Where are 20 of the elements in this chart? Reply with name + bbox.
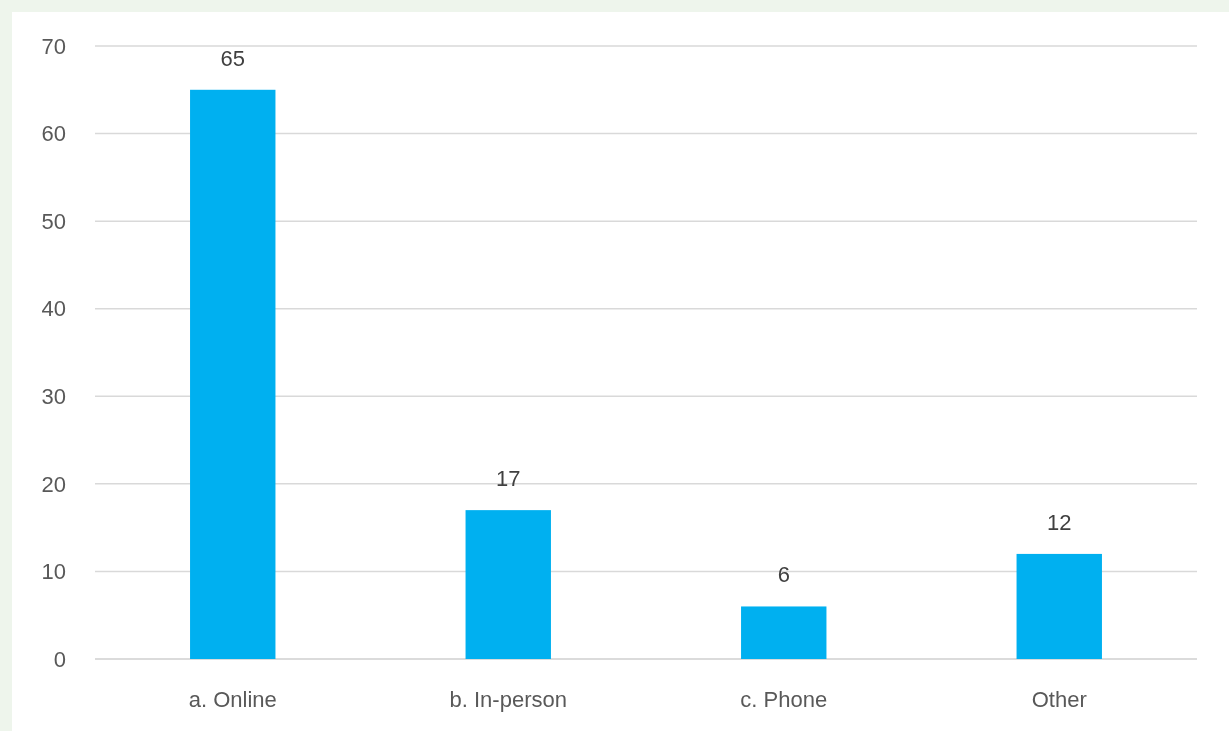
data-label: 17 <box>496 466 521 492</box>
bar <box>1016 553 1102 659</box>
y-tick-label: 60 <box>41 121 66 147</box>
bar <box>741 606 827 659</box>
bar <box>190 89 276 659</box>
data-label: 12 <box>1047 509 1072 535</box>
data-label: 65 <box>220 45 245 71</box>
y-tick-label: 30 <box>41 383 66 409</box>
y-tick-label: 10 <box>41 559 66 585</box>
data-label: 6 <box>777 562 790 588</box>
x-tick-label: b. In-person <box>449 687 567 712</box>
x-tick-label: a. Online <box>188 687 277 712</box>
y-tick-label: 40 <box>41 296 66 322</box>
x-tick-label: c. Phone <box>740 687 828 712</box>
y-tick-label: 70 <box>41 33 66 59</box>
x-tick-label: Other <box>1031 687 1087 712</box>
y-tick-label: 50 <box>41 208 66 234</box>
bar <box>465 510 551 659</box>
y-tick-label: 20 <box>41 471 66 497</box>
y-tick-label: 0 <box>53 646 66 672</box>
